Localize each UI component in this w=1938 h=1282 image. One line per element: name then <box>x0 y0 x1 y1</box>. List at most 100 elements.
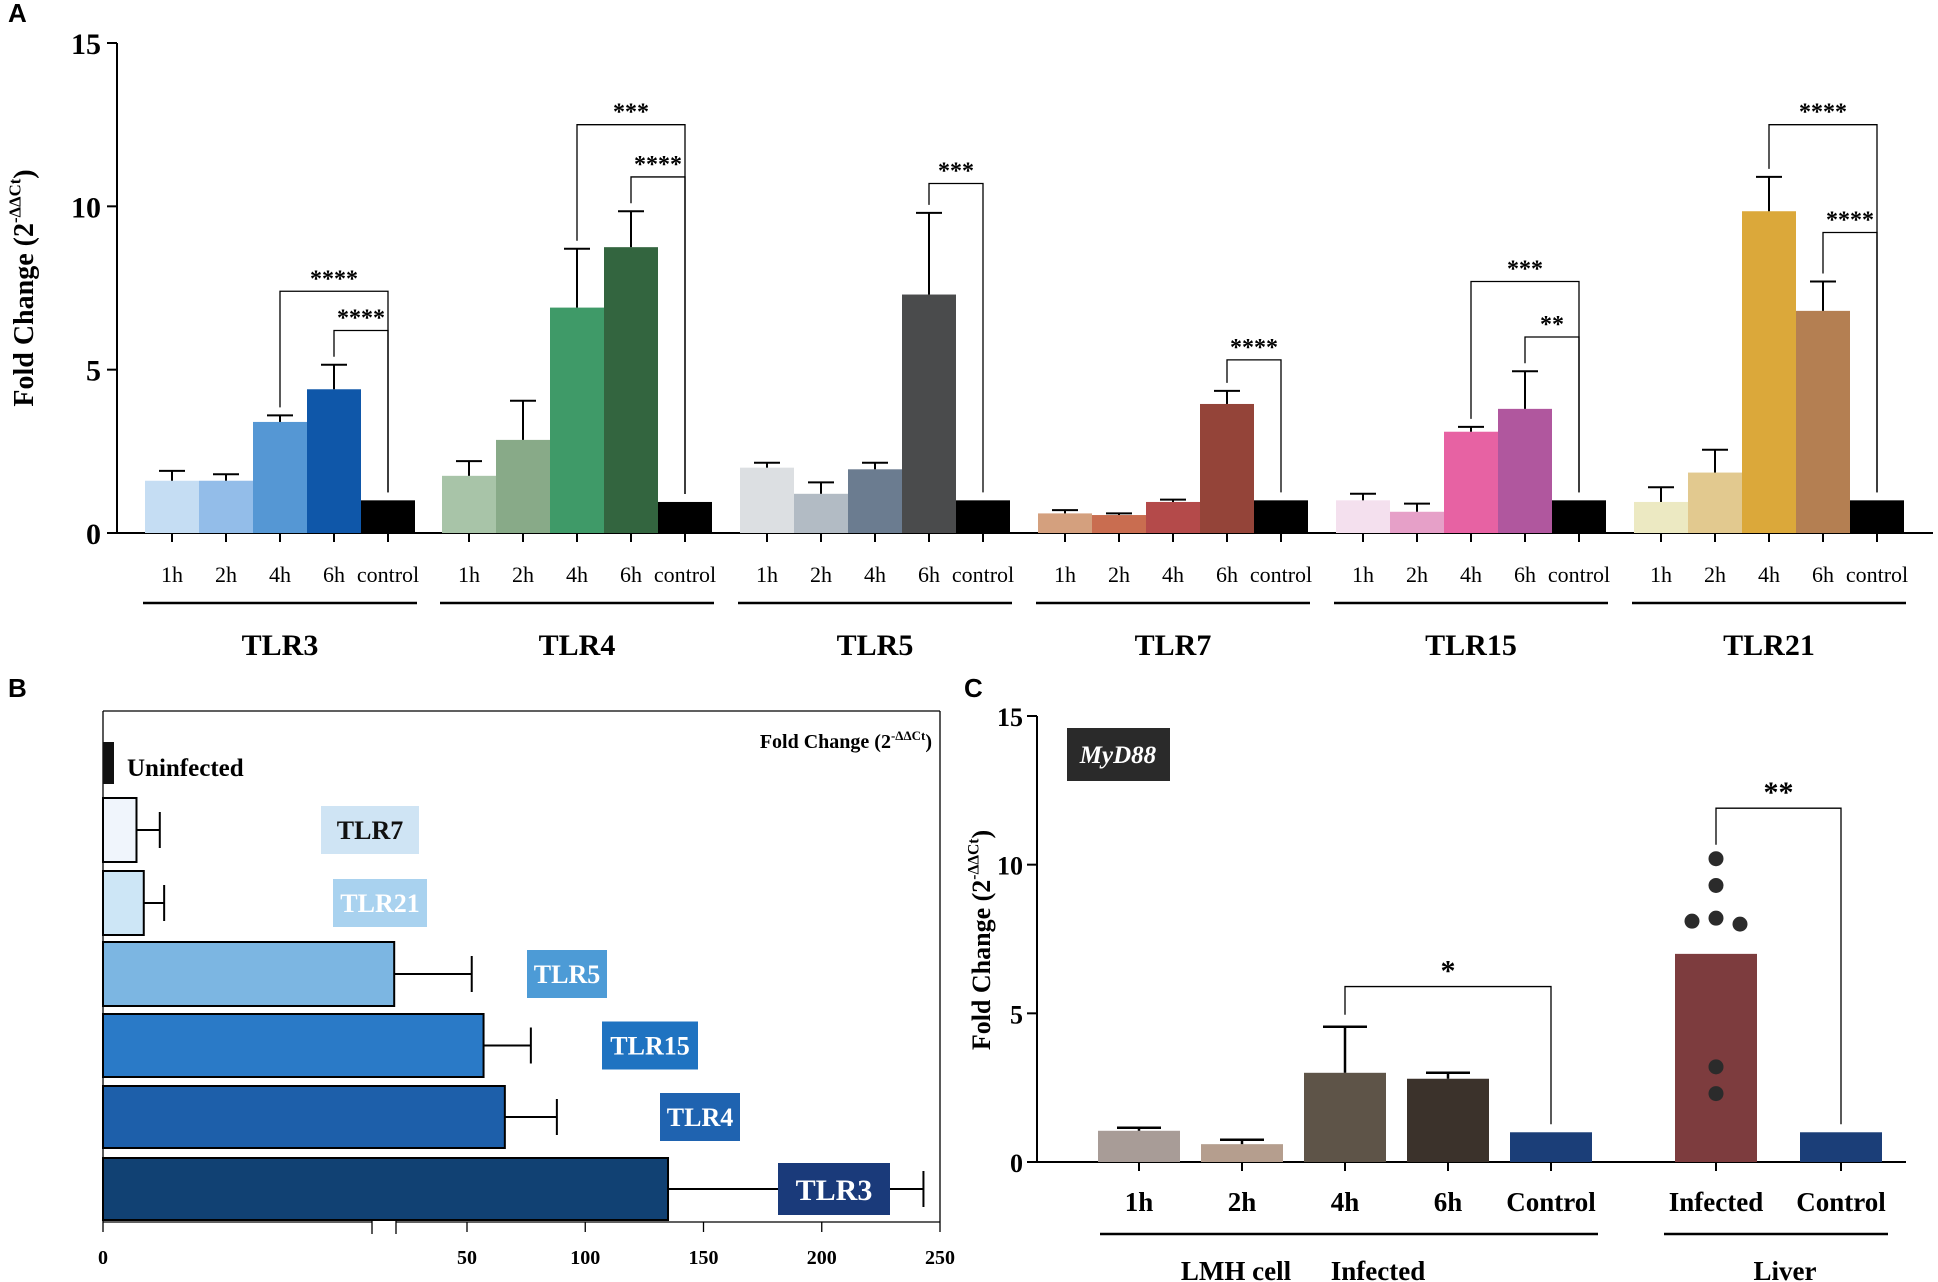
bar-4h <box>1304 1072 1386 1162</box>
x-tick-label: 1h <box>1352 562 1374 587</box>
x-tick-label: 2h <box>1108 562 1130 587</box>
data-point <box>1708 1086 1724 1102</box>
y-tick-label: 15 <box>71 28 101 61</box>
x-tick-label: 6h <box>1434 1187 1463 1217</box>
x-tick-label: 150 <box>689 1247 719 1269</box>
bar-tlr15-control <box>1552 500 1606 533</box>
bar-tlr4-6h <box>604 247 658 533</box>
y-axis-title: Fold Change (2-ΔΔCt) <box>965 830 996 1050</box>
y-tick-label: 0 <box>86 518 101 551</box>
x-tick-label: control <box>952 562 1014 587</box>
x-tick-label: 2h <box>1704 562 1726 587</box>
bar-label-tlr15: TLR15 <box>610 1032 689 1061</box>
x-tick-label: 4h <box>1460 562 1482 587</box>
bar-tlr4-2h <box>496 439 550 533</box>
x-tick-label: 1h <box>458 562 480 587</box>
x-tick-label: 200 <box>807 1247 837 1269</box>
bar-tlr5-1h <box>740 467 794 533</box>
y-tick-label: 10 <box>71 191 101 224</box>
group-label: Liver <box>1754 1256 1817 1282</box>
significance-label: **** <box>310 266 358 292</box>
group-label: TLR15 <box>1425 629 1517 662</box>
x-tick-label: control <box>654 562 716 587</box>
bar-tlr4-1h <box>442 475 496 533</box>
bar-tlr7-4h <box>1146 501 1200 533</box>
x-tick-label: Infected <box>1669 1187 1763 1217</box>
x-tick-label: 0 <box>98 1247 108 1269</box>
panel-letter-c: C <box>964 673 983 703</box>
x-tick-label: 100 <box>570 1247 600 1269</box>
bar-tlr5-4h <box>848 469 902 533</box>
significance-bracket <box>333 329 389 493</box>
group-label: TLR5 <box>837 629 914 662</box>
data-point <box>1708 877 1724 893</box>
panel-c: C 0 5 10 15 Fold Change (2-ΔΔCt) MyD88 1h 2h 4h 6h… <box>964 673 1906 1282</box>
bar-tlr3-6h <box>307 389 361 533</box>
x-tick-label: 250 <box>925 1247 955 1269</box>
bar-tlr7 <box>102 797 138 863</box>
bar-tlr21-6h <box>1796 310 1850 533</box>
label-box <box>778 1163 890 1215</box>
bar-tlr15-6h <box>1498 408 1552 533</box>
bar-tlr15 <box>102 1013 485 1078</box>
bar-tlr21 <box>102 870 145 936</box>
x-tick-label: 1h <box>1125 1187 1154 1217</box>
title-box <box>1067 728 1170 781</box>
significance-label: * <box>1441 955 1456 988</box>
x-tick-label: Control <box>1796 1187 1886 1217</box>
panel-letter-a: A <box>8 0 27 28</box>
bar-tlr3-2h <box>199 480 253 533</box>
x-tick-label: 1h <box>756 562 778 587</box>
x-tick-label: 4h <box>864 562 886 587</box>
x-tick-label: 6h <box>323 562 345 587</box>
x-tick-label: Control <box>1506 1187 1596 1217</box>
x-tick-label: 4h <box>1162 562 1184 587</box>
significance-bracket <box>1524 336 1580 493</box>
bar-label-tlr7: TLR7 <box>337 816 403 845</box>
x-tick-label: 1h <box>1054 562 1076 587</box>
x-tick-label: 50 <box>457 1247 477 1269</box>
bar-tlr5-2h <box>794 493 848 533</box>
bar-label-tlr4: TLR4 <box>667 1103 733 1132</box>
bar-tlr5-6h <box>902 294 956 533</box>
significance-label: *** <box>613 100 649 126</box>
significance-bracket <box>1822 231 1878 493</box>
significance-label: *** <box>938 158 974 184</box>
group-label: TLR7 <box>1135 629 1212 662</box>
bar-tlr15-2h <box>1390 511 1444 533</box>
bar-label-tlr21: TLR21 <box>340 889 419 918</box>
x-tick-label: 6h <box>1216 562 1238 587</box>
significance-bracket <box>1715 807 1842 1125</box>
x-tick-label: 2h <box>512 562 534 587</box>
x-tick-label: 6h <box>1514 562 1536 587</box>
bar-tlr3-control <box>361 500 415 533</box>
significance-label: **** <box>1826 207 1874 233</box>
significance-bracket <box>1344 985 1552 1125</box>
bar-tlr3-1h <box>145 480 199 533</box>
bar-tlr7-2h <box>1092 515 1146 533</box>
label-box <box>602 1021 698 1070</box>
data-point <box>1708 851 1724 867</box>
axis-annotation: Fold Change (2-ΔΔCt) <box>760 728 932 753</box>
x-tick-label: 4h <box>566 562 588 587</box>
panel-a: A 0 5 10 15 Fold Change (2-ΔΔCt) 1h 2h 4h 6h contr… <box>5 0 1933 662</box>
significance-label: ** <box>1764 776 1794 809</box>
x-tick-label: 6h <box>620 562 642 587</box>
data-point <box>1684 913 1700 929</box>
significance-label: **** <box>1799 100 1847 126</box>
panel-b: B 0 50 100 150 200 250 Fold Change (2-ΔΔCt) Unin… <box>8 673 955 1269</box>
data-point <box>1708 910 1724 926</box>
x-tick-label: control <box>1846 562 1908 587</box>
bar-tlr4-control <box>658 501 712 533</box>
significance-label: **** <box>634 152 682 178</box>
data-point <box>1708 1059 1724 1075</box>
bar-tlr3 <box>102 1157 670 1221</box>
label-box <box>321 806 419 854</box>
significance-label: ** <box>1540 312 1564 338</box>
significance-bracket <box>630 176 686 494</box>
label-box <box>660 1093 740 1141</box>
bar-label-tlr3: TLR3 <box>796 1174 873 1207</box>
bar-tlr15-1h <box>1336 500 1390 533</box>
bar-tlr5 <box>102 941 396 1007</box>
x-tick-label: 1h <box>1650 562 1672 587</box>
